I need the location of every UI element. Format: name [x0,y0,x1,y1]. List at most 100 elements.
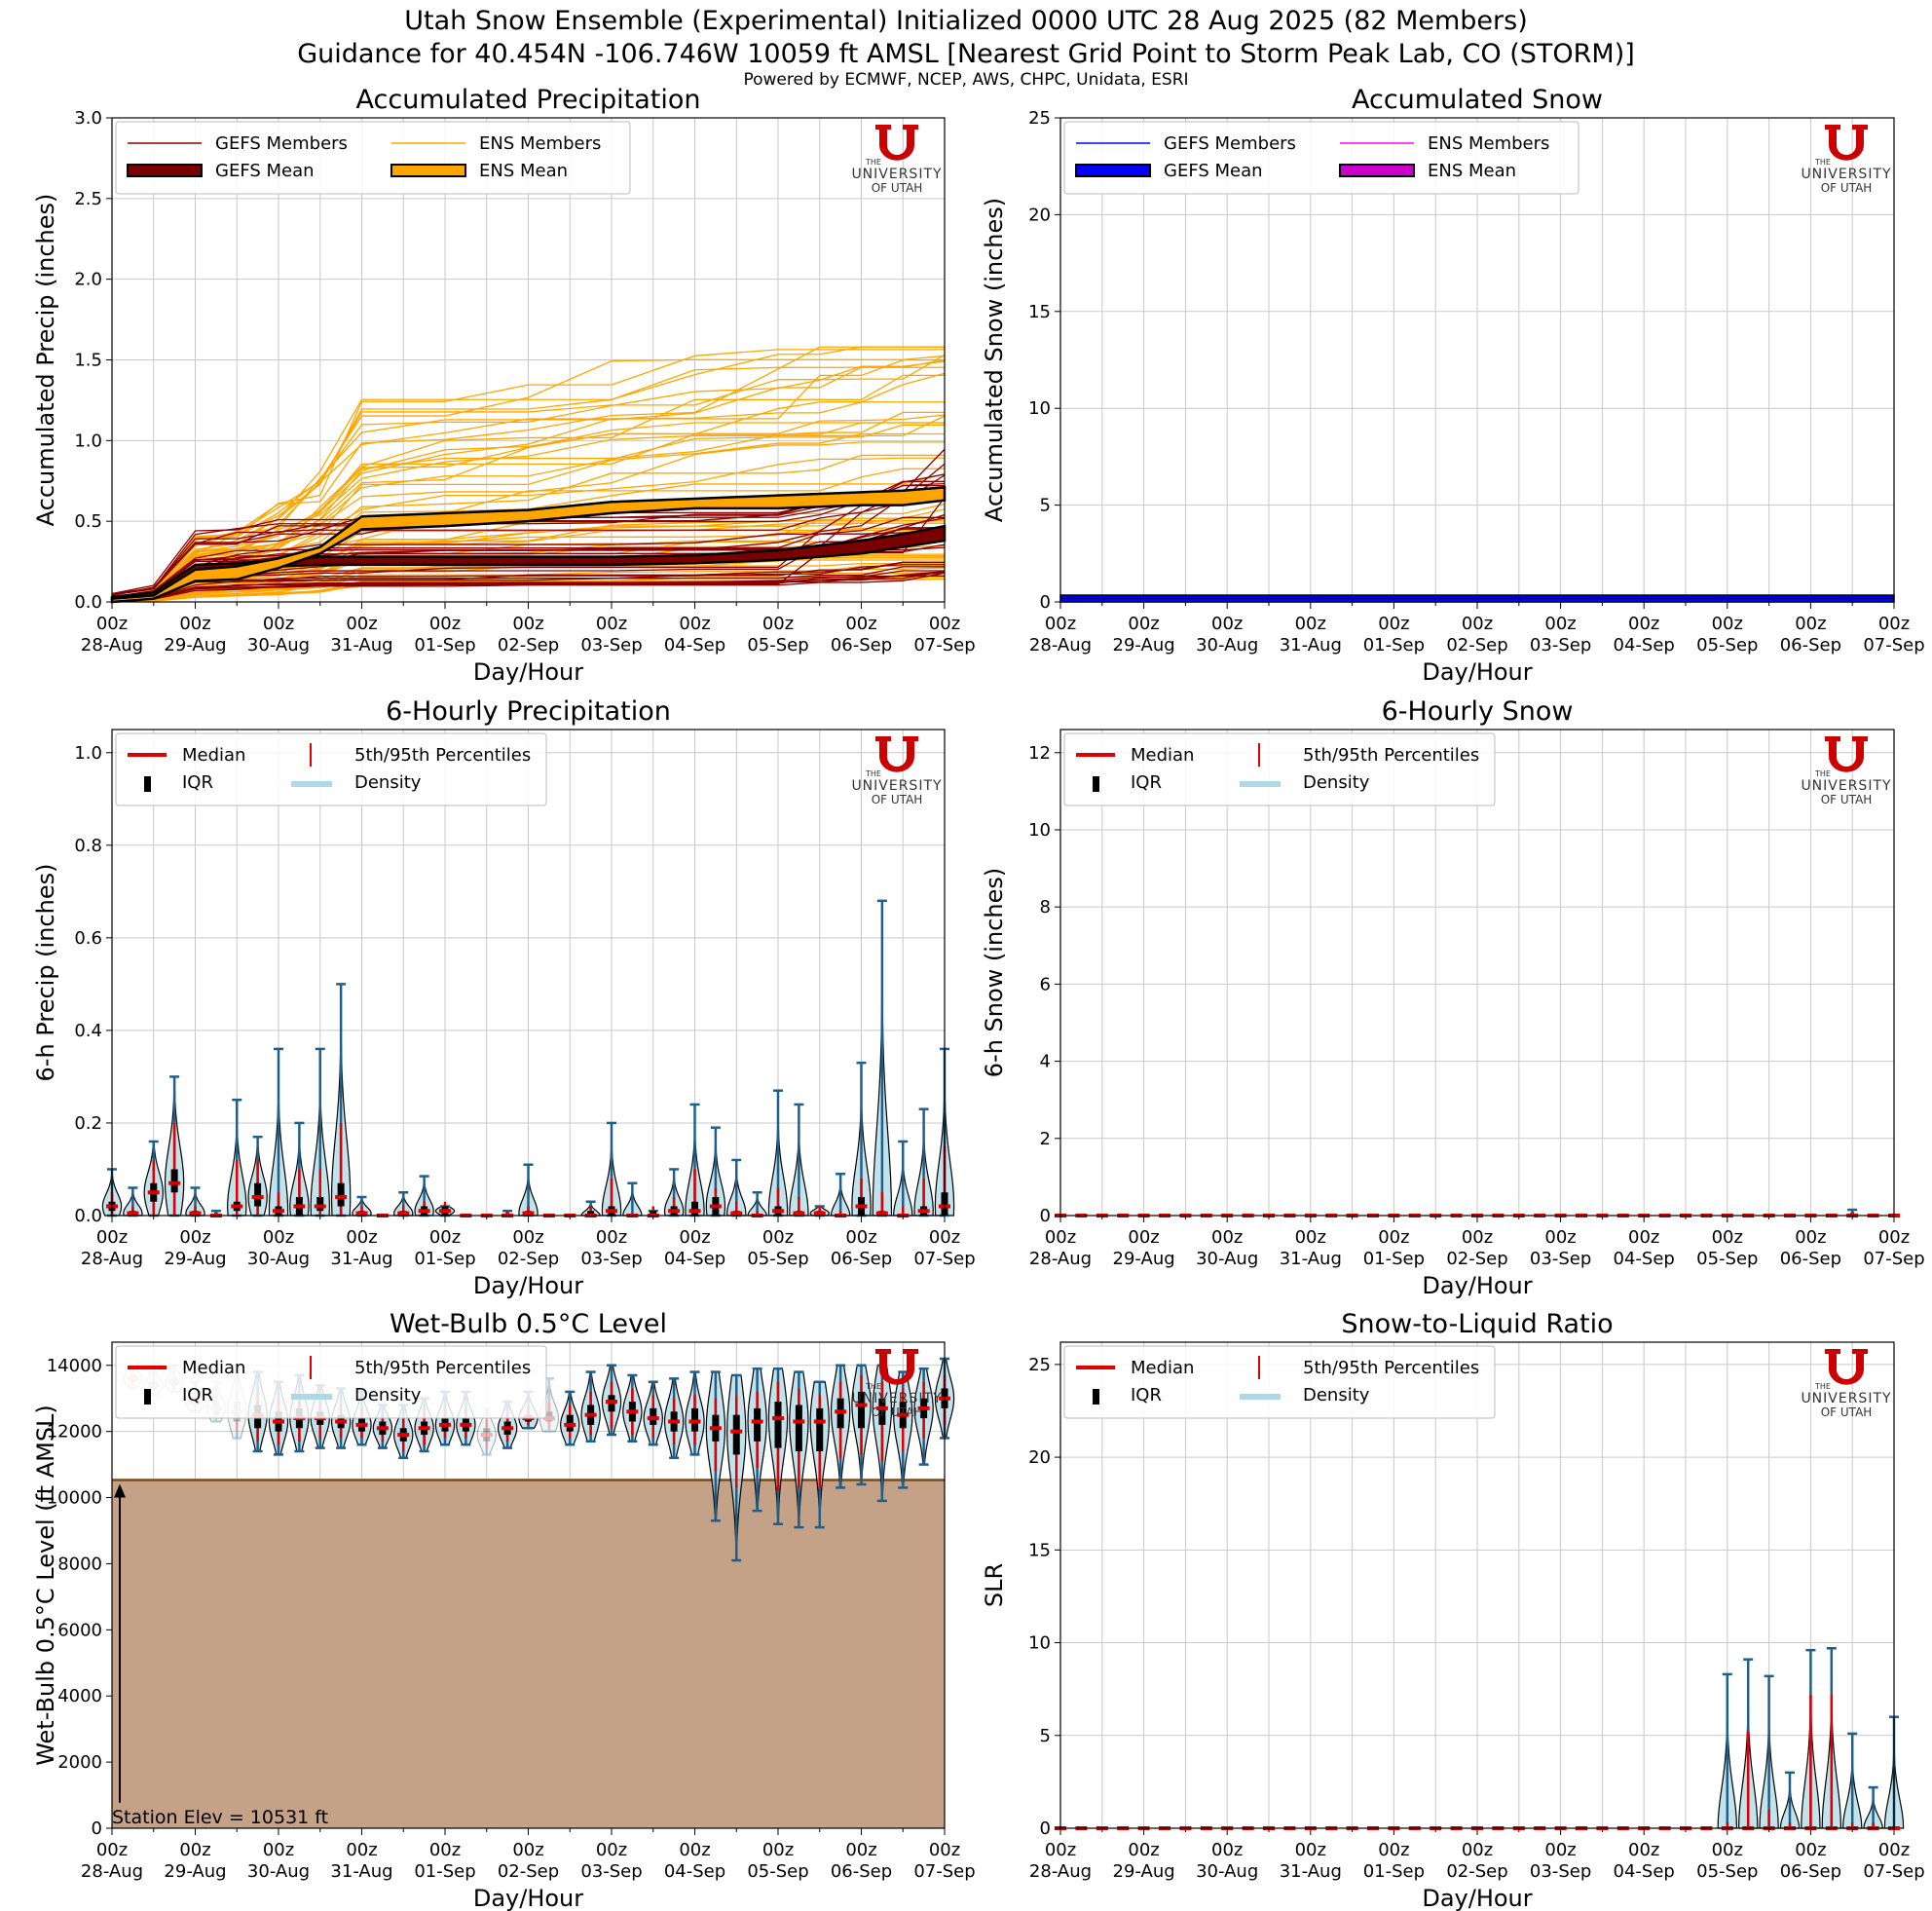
x-tick-day: 01-Sep [414,1249,475,1269]
x-tick-day: 03-Sep [1530,635,1591,656]
logo-university: UNIVERSITY [851,778,942,794]
x-tick-hour: 00z [1295,1840,1326,1860]
y-tick-label: 14000 [47,1356,102,1376]
block-u-logo-icon [875,1349,918,1385]
x-tick-day: 04-Sep [1614,1249,1675,1269]
gefs-member-line [111,561,945,601]
y-tick-label: 12000 [47,1422,102,1443]
legend-percentile-label: 5th/95th Percentiles [1303,1358,1479,1378]
x-tick-hour: 00z [1211,614,1243,634]
iqr-bar [337,1182,345,1207]
x-tick-hour: 00z [1795,614,1826,634]
legend-ens-mean-swatch [390,164,466,177]
violin [705,1370,726,1522]
density-violin [476,1407,497,1456]
block-u-logo-icon [1825,736,1868,772]
violin [767,1089,789,1218]
legend-median-label: Median [182,745,245,766]
ens-member-line [111,414,946,600]
violin [518,1163,539,1218]
logo-of-utah: OF UTAH [1821,1405,1873,1419]
x-tick-day: 29-Aug [164,1861,226,1882]
iqr-bar [650,1211,657,1216]
legend-percentile-label: 5th/95th Percentiles [354,745,531,766]
x-tick-day: 28-Aug [1029,635,1092,656]
y-tick-label: 0 [1040,1818,1051,1839]
y-tick-label: 20 [1028,205,1051,225]
panel-accumulated-snow: 051015202500z28-Aug00z29-Aug00z30-Aug00z… [981,85,1925,686]
x-tick-day: 04-Sep [664,1861,725,1882]
violin [747,1190,767,1218]
logo-university: UNIVERSITY [1801,778,1891,794]
x-tick-hour: 00z [96,1840,128,1860]
legend-ens-member-label: ENS Members [479,133,601,154]
y-axis-label: Accumulated Precip (inches) [32,194,59,527]
x-tick-hour: 00z [1628,1840,1659,1860]
x-tick-hour: 00z [346,1227,377,1248]
violin [247,1135,268,1218]
x-tick-hour: 00z [263,1840,294,1860]
ens-member-line [111,559,945,603]
x-tick-day: 07-Sep [913,1249,975,1269]
logo-the: THE [1814,769,1831,778]
x-tick-day: 06-Sep [1780,635,1841,656]
line-legend: GEFS Members ENS Members GEFS Mean ENS Mean [1063,121,1579,195]
x-tick-hour: 00z [1045,614,1076,634]
x-tick-hour: 00z [845,1840,876,1860]
x-tick-day: 07-Sep [1863,635,1924,656]
x-tick-hour: 00z [1712,614,1743,634]
violin [643,1380,663,1446]
violin [892,1140,913,1218]
legend-ens-mean-swatch [1339,164,1415,177]
violin [185,1186,205,1218]
iqr-bar [774,1402,782,1448]
x-tick-day: 07-Sep [913,1861,975,1882]
y-tick-label: 25 [1028,108,1051,129]
x-tick-day: 03-Sep [580,635,642,656]
gefs-member-line [111,516,945,598]
x-tick-hour: 00z [346,614,377,634]
violin-legend: Median IQR 5th/95th Percentiles Density [115,732,547,806]
x-tick-hour: 00z [263,1227,294,1248]
panel-slr: 051015202500z28-Aug00z29-Aug00z30-Aug00z… [981,1309,1925,1911]
x-tick-hour: 00z [1128,614,1159,634]
x-tick-hour: 00z [429,614,461,634]
logo-of-utah: OF UTAH [1821,181,1873,195]
x-tick-day: 28-Aug [81,1249,143,1269]
y-tick-label: 2 [1040,1129,1051,1149]
panel-wetbulb: Station Elev = 10531 ft 0 2000 4000 6000 8000… [32,1309,976,1911]
x-tick-hour: 00z [1712,1227,1743,1248]
x-tick-day: 03-Sep [1530,1249,1591,1269]
x-tick-hour: 00z [96,1227,128,1248]
x-tick-hour: 00z [1544,1227,1576,1248]
legend-median-label: Median [1131,745,1194,766]
x-tick-day: 01-Sep [414,1861,475,1882]
x-tick-day: 28-Aug [81,1861,143,1882]
violin [1717,1672,1738,1830]
main-title: Utah Snow Ensemble (Experimental) Initia… [404,6,1528,36]
violin [851,1061,872,1218]
x-tick-day: 06-Sep [831,1861,892,1882]
logo-of-utah: OF UTAH [872,1405,923,1419]
violin [164,1075,185,1218]
x-tick-day: 31-Aug [1280,1861,1342,1882]
y-axis-label: Wet-Bulb 0.5°C Level (ft AMSL) [32,1405,59,1766]
violin [726,1373,747,1562]
violin [1841,1732,1863,1830]
x-tick-hour: 00z [1795,1840,1826,1860]
x-tick-hour: 00z [929,1227,960,1248]
gefs-member-line [111,528,946,598]
y-tick-label: 6 [1040,974,1051,994]
violin [268,1047,289,1218]
y-tick-label: 1.5 [74,351,102,371]
x-tick-day: 30-Aug [1196,1249,1258,1269]
ens-member-line [111,366,945,600]
iqr-bar [795,1405,802,1452]
legend-gefs-mean-swatch [1075,164,1151,177]
legend-ens-mean-label: ENS Mean [479,161,568,181]
legend-gefs-mean-swatch [127,164,203,177]
x-tick-hour: 00z [1045,1227,1076,1248]
